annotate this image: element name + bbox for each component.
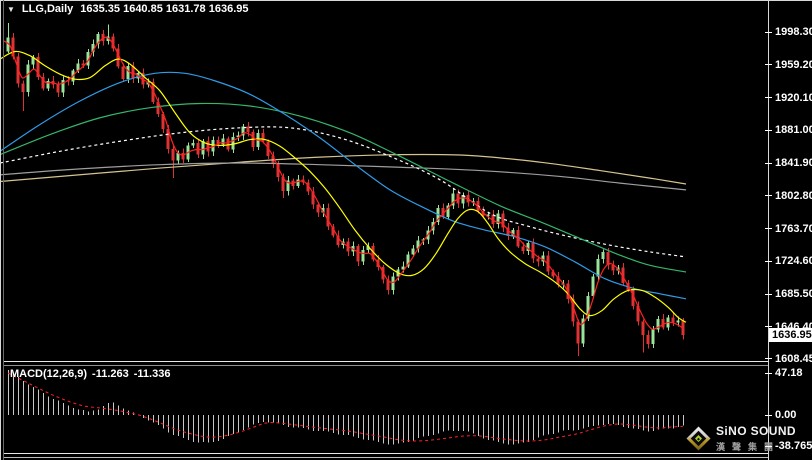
axis-tick-label: 0.00 (765, 409, 796, 421)
candlesticks (6, 23, 685, 356)
tick-dash (765, 293, 772, 295)
axis-tick-label: 1920.10 (765, 92, 812, 104)
ma-green (0, 102, 687, 273)
axis-tick-label: 1998.30 (765, 26, 812, 38)
axis-tick-label: 47.18 (765, 367, 803, 379)
tick-dash (765, 31, 772, 33)
axis-tick-label: 1802.80 (765, 190, 812, 202)
sino-sound-diamond-icon (686, 426, 711, 451)
symbol-period-text: LLG,Daily (21, 3, 74, 15)
moving-average-lines (0, 36, 687, 330)
ohlc-quote-text: 1635.35 1640.85 1631.78 1636.95 (80, 3, 249, 15)
brand-watermark: SiNO SOUND 漢聲集團 (686, 424, 796, 453)
axis-tick-label: 1763.70 (765, 223, 812, 235)
chart-symbol-label: ▼ LLG,Daily 1635.35 1640.85 1631.78 1636… (7, 3, 248, 15)
current-price-tag: 1636.95 (769, 327, 812, 342)
macd-indicator-label: MACD(12,26,9) -11.263 -11.336 (10, 368, 170, 380)
ma-red-fast (2, 36, 684, 330)
tick-dash (765, 372, 772, 374)
ma-tan-long (0, 153, 687, 185)
axis-tick-label: 1881.00 (765, 124, 812, 136)
axis-tick-label: 1685.50 (765, 288, 812, 300)
macd-name: MACD(12,26,9) (10, 368, 88, 380)
macd-signal-value: -11.336 (133, 368, 171, 380)
chevron-down-icon: ▼ (7, 4, 15, 14)
macd-signal-line (7, 372, 684, 442)
ma-blue (0, 71, 687, 300)
price-axis[interactable]: 1636.95 1998.30 1959.20 1920.10 1881.00 1841… (765, 0, 812, 460)
tick-dash (765, 326, 772, 328)
axis-tick-label: 1841.90 (765, 157, 812, 169)
tick-dash (765, 414, 772, 416)
ma-gray-long (0, 162, 687, 191)
brand-name: SiNO SOUND (715, 424, 796, 438)
macd-value: -11.263 (92, 368, 129, 380)
tick-dash (765, 195, 772, 197)
tick-dash (765, 162, 772, 164)
axis-tick-label: 1724.60 (765, 255, 812, 267)
tick-dash (765, 445, 772, 447)
macd-histogram (8, 370, 684, 445)
axis-tick-label: 1608.45 (765, 353, 812, 365)
tick-dash (765, 97, 772, 99)
ma-yellow (0, 50, 687, 323)
tick-dash (765, 260, 772, 262)
tick-dash (765, 64, 772, 66)
ma-white (0, 126, 687, 258)
tick-dash (765, 129, 772, 131)
axis-tick-label: 1959.20 (765, 59, 812, 71)
tick-dash (765, 228, 772, 230)
brand-name-chinese: 漢聲集團 (715, 442, 780, 452)
axis-tick-label: -38.765 (765, 440, 812, 452)
tick-dash (765, 358, 772, 360)
